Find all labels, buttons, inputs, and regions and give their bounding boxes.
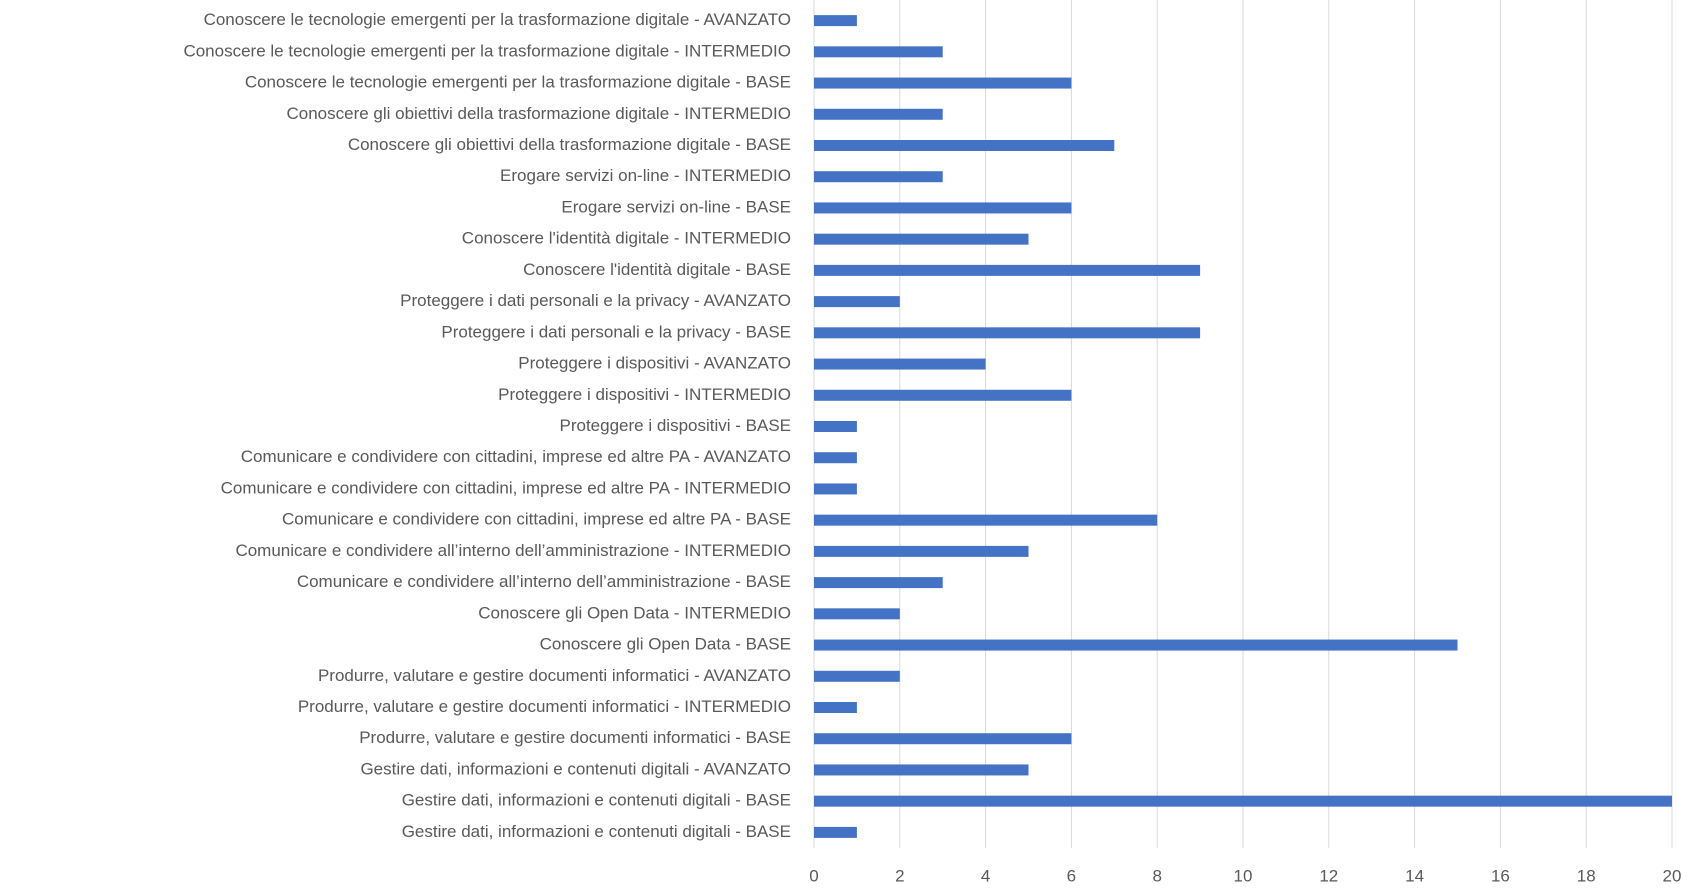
bar	[814, 389, 1072, 401]
y-tick-label: Erogare servizi on-line - BASE	[561, 197, 791, 216]
y-tick-label: Conoscere le tecnologie emergenti per la…	[204, 10, 791, 29]
x-tick-label: 18	[1577, 866, 1596, 885]
y-tick-label: Comunicare e condividere con cittadini, …	[221, 478, 791, 497]
bar	[814, 202, 1072, 214]
y-tick-label: Conoscere l'identità digitale - INTERMED…	[462, 229, 791, 248]
y-tick-label: Produrre, valutare e gestire documenti i…	[318, 666, 791, 685]
bar	[814, 421, 857, 432]
bar	[814, 233, 1029, 245]
bar	[814, 670, 900, 682]
y-tick-label: Conoscere le tecnologie emergenti per la…	[183, 41, 791, 60]
x-tick-label: 6	[1067, 866, 1076, 885]
x-tick-label: 20	[1663, 866, 1682, 885]
x-tick-label: 10	[1234, 866, 1253, 885]
bar	[814, 358, 986, 370]
y-tick-label: Conoscere gli obiettivi della trasformaz…	[348, 135, 791, 154]
bar	[814, 514, 1158, 526]
bar	[814, 296, 900, 308]
x-tick-label: 4	[981, 866, 990, 885]
bar	[814, 108, 943, 120]
x-tick-label: 16	[1491, 866, 1510, 885]
y-tick-label: Comunicare e condividere con cittadini, …	[282, 510, 791, 529]
bar	[814, 15, 857, 27]
y-tick-label: Proteggere i dispositivi - INTERMEDIO	[498, 385, 791, 404]
y-tick-label: Conoscere l'identità digitale - BASE	[523, 260, 791, 279]
bar	[814, 545, 1029, 557]
y-tick-label: Comunicare e condividere all’interno del…	[235, 541, 791, 560]
y-tick-label: Proteggere i dati personali e la privacy…	[441, 322, 791, 341]
y-tick-label: Gestire dati, informazioni e contenuti d…	[360, 759, 791, 778]
bar	[814, 77, 1072, 89]
bar	[814, 171, 943, 183]
bar	[814, 795, 1672, 807]
y-tick-label: Conoscere gli Open Data - BASE	[540, 635, 791, 654]
y-tick-label: Proteggere i dispositivi - AVANZATO	[518, 354, 791, 373]
bar	[814, 639, 1458, 651]
x-tick-label: 2	[895, 866, 904, 885]
x-tick-label: 0	[809, 866, 818, 885]
bar	[814, 264, 1201, 276]
y-tick-label: Conoscere gli Open Data - INTERMEDIO	[478, 603, 791, 622]
bar	[814, 826, 857, 838]
bar	[814, 46, 943, 58]
bar	[814, 733, 1072, 745]
y-tick-label: Gestire dati, informazioni e contenuti d…	[402, 791, 791, 810]
y-tick-label: Produrre, valutare e gestire documenti i…	[359, 728, 791, 747]
x-tick-label: 8	[1152, 866, 1161, 885]
bar	[814, 764, 1029, 776]
y-tick-label: Comunicare e condividere con cittadini, …	[241, 447, 791, 466]
bar	[814, 327, 1201, 339]
y-tick-label: Erogare servizi on-line - INTERMEDIO	[500, 166, 791, 185]
bar	[814, 577, 943, 589]
y-tick-label: Gestire dati, informazioni e contenuti d…	[402, 822, 791, 841]
y-tick-label: Comunicare e condividere all’interno del…	[297, 572, 791, 591]
bar	[814, 452, 857, 464]
bar	[814, 608, 900, 620]
y-tick-label: Proteggere i dispositivi - BASE	[560, 416, 792, 435]
x-tick-label: 14	[1405, 866, 1424, 885]
y-tick-label: Produrre, valutare e gestire documenti i…	[298, 697, 791, 716]
bar	[814, 140, 1115, 151]
y-tick-label: Proteggere i dati personali e la privacy…	[400, 291, 791, 310]
x-tick-label: 12	[1319, 866, 1338, 885]
bar	[814, 702, 857, 713]
y-tick-label: Conoscere le tecnologie emergenti per la…	[245, 73, 791, 92]
y-tick-label: Conoscere gli obiettivi della trasformaz…	[286, 104, 791, 123]
bar	[814, 483, 857, 495]
